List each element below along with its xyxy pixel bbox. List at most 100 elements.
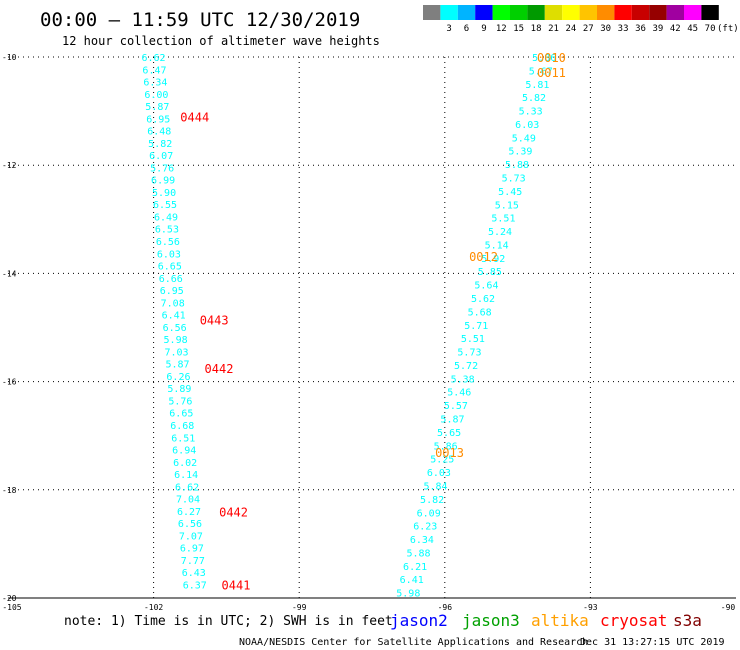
wave-height-value: 5.71 [464,321,488,332]
wave-height-value: 6.34 [410,535,434,546]
color-swatch-label: 42 [670,24,681,34]
track-altika: 5.86 5.67 5.81 5.82 5.33 6.03 5.49 5.39 5.88 5.73… [396,53,556,600]
chart-title: 00:00 — 11:59 UTC 12/30/2019 [40,9,360,31]
x-tick-label: -99 [292,603,307,612]
chart-subtitle: 12 hour collection of altimeter wave hei… [62,34,380,48]
color-swatch [631,5,650,20]
wave-height-value: 6.03 [157,249,181,260]
wave-height-tracks: 6.626.476.346.005.876.956.485.826.075.76… [141,53,556,600]
wave-height-value: 5.86 [434,441,458,452]
wave-height-value: 5.92 [481,254,505,265]
wave-height-value: 6.65 [158,262,182,273]
wave-height-value: 5.89 [167,384,191,395]
wave-height-value: 7.04 [176,495,200,506]
wave-height-value: 5.45 [498,187,522,198]
wave-height-value: 6.68 [170,421,194,432]
color-scale-unit: (ft) [717,24,739,34]
wave-height-value: 6.02 [173,458,197,469]
footer-note: note: 1) Time is in UTC; 2) SWH is in fe… [64,614,393,629]
wave-height-value: 5.98 [396,589,420,600]
color-swatch [475,5,493,20]
color-swatch [666,5,684,20]
satellite-legend: jason2 jason3 altika cryosat s3a [390,611,702,630]
wave-height-value: 6.65 [169,409,193,420]
wave-height-value: 6.41 [162,311,186,322]
satellite-legend-altika: altika [531,611,589,630]
wave-height-value: 5.15 [495,200,519,211]
map-grid [8,56,736,598]
color-swatch [597,5,615,20]
wave-height-value: 6.47 [142,65,166,76]
wave-height-value: 6.27 [177,507,201,518]
wave-height-value: 5.87 [145,102,169,113]
wave-height-value: 5.25 [430,455,454,466]
wave-height-value: 5.33 [519,107,543,118]
wave-height-value: 6.62 [175,482,199,493]
color-swatch [544,5,563,20]
wave-height-value: 5.88 [505,160,529,171]
satellite-legend-jason2: jason2 [390,611,448,630]
wave-height-value: 6.49 [154,212,178,223]
wave-height-value: 5.81 [525,80,549,91]
wave-height-value: 6.09 [417,508,441,519]
color-swatch [527,5,545,20]
wave-height-value: 6.62 [141,53,165,64]
wave-height-value: 5.76 [168,396,192,407]
wave-height-value: 5.72 [454,361,478,372]
wave-height-value: 6.99 [151,176,175,187]
color-swatch [510,5,528,20]
wave-height-value: 5.85 [478,267,502,278]
wave-height-value: 5.87 [440,415,464,426]
wave-height-value: 5.88 [406,548,430,559]
y-tick-label: -12 [2,161,17,170]
pass-number-label: 0442 [219,505,248,519]
color-swatch [492,5,510,20]
pass-number-label: 0011 [537,66,566,80]
wave-height-value: 5.24 [488,227,512,238]
footer-timestamp: Dec 31 13:27:15 UTC 2019 [580,637,725,648]
wave-height-value: 6.56 [178,519,202,530]
wave-height-value: 6.07 [149,151,173,162]
pass-number-label: 0012 [469,250,498,264]
map-axes: -105 -102 -99 -96 -93 -90 -10 -12 -14 -16 -18 -20 [2,53,736,612]
color-swatch [562,5,580,20]
wave-height-value: 6.56 [163,323,187,334]
pass-number-label: 0444 [180,111,209,125]
color-swatch-label: 18 [531,24,542,34]
wave-height-value: 5.73 [502,174,526,185]
wave-height-value: 6.00 [144,90,168,101]
color-swatch-label: 45 [687,24,698,34]
color-swatch-label: 24 [565,24,576,34]
color-swatch-label: 12 [496,24,507,34]
color-swatch [614,5,632,20]
wave-height-value: 5.46 [447,388,471,399]
wave-height-value: 6.34 [143,78,167,89]
wave-height-value: 6.66 [159,274,183,285]
x-tick-label: -96 [438,603,453,612]
color-swatch-label: 30 [600,24,611,34]
pass-number-label: 0442 [205,362,234,376]
color-swatch [440,5,458,20]
color-swatch-label: 9 [481,24,486,34]
wave-height-value: 7.77 [181,556,205,567]
wave-height-value: 6.14 [174,470,198,481]
wave-height-value: 5.49 [512,133,536,144]
wave-height-value: 5.68 [468,307,492,318]
wave-height-value: 7.07 [179,531,203,542]
wave-height-value: 6.23 [413,522,437,533]
color-swatch [649,5,667,20]
wave-height-value: 5.57 [444,401,468,412]
wave-height-value: 6.43 [182,568,206,579]
y-tick-label: -14 [2,269,17,278]
color-swatch-label: 6 [464,24,469,34]
wave-height-value: 5.39 [508,147,532,158]
wave-height-value: 5.82 [420,495,444,506]
footer-credit: NOAA/NESDIS Center for Satellite Applica… [239,637,588,648]
wave-height-value: 5.65 [437,428,461,439]
color-swatch-label: 27 [583,24,594,34]
y-tick-label: -16 [2,378,17,387]
pass-number-label: 0441 [222,578,251,592]
wave-height-value: 6.48 [147,127,171,138]
